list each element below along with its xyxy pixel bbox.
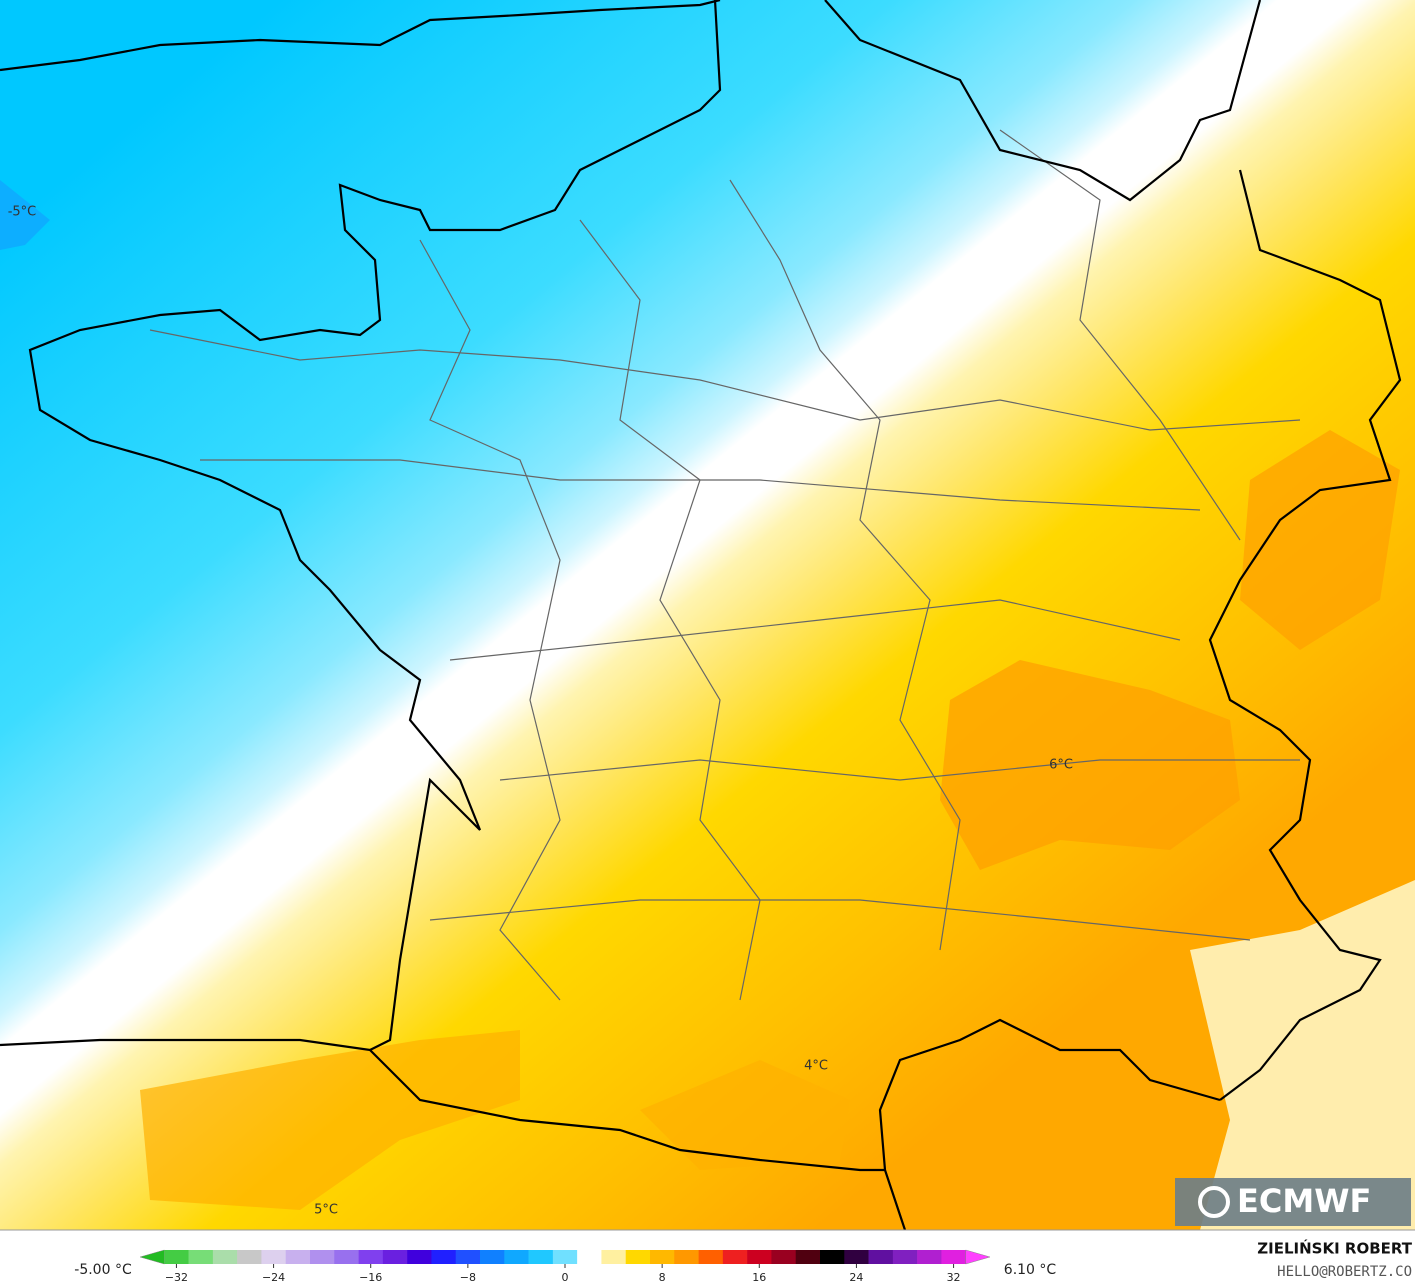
colorbar-tick-label: −24 bbox=[262, 1271, 285, 1284]
colorbar-segment bbox=[285, 1250, 311, 1264]
colorbar-segment bbox=[650, 1250, 675, 1264]
colorbar-tick-label: 32 bbox=[947, 1271, 961, 1284]
colorbar-segment bbox=[552, 1250, 578, 1264]
max-label: 6.10 °C bbox=[1004, 1262, 1057, 1278]
colorbar-segment bbox=[674, 1250, 699, 1264]
colorbar-segment bbox=[310, 1250, 335, 1264]
colorbar-segment bbox=[892, 1250, 918, 1264]
colorbar-segment bbox=[698, 1250, 724, 1264]
colorbar-extension bbox=[965, 1249, 991, 1265]
temperature-field bbox=[0, 0, 1415, 1230]
colorbar-segment bbox=[504, 1250, 529, 1264]
colorbar-segment bbox=[868, 1250, 894, 1264]
colorbar-segment bbox=[237, 1250, 262, 1264]
colorbar-segment bbox=[188, 1250, 214, 1264]
colorbar-segment bbox=[455, 1250, 481, 1264]
colorbar-segment bbox=[431, 1250, 457, 1264]
colorbar-segment bbox=[795, 1250, 821, 1264]
credit-author: ZIELIŃSKI ROBERT bbox=[1257, 1239, 1412, 1258]
colorbar-tick-label: 8 bbox=[659, 1271, 666, 1284]
logo-box bbox=[1175, 1178, 1411, 1226]
colorbar-segment bbox=[407, 1250, 432, 1264]
colorbar-segment bbox=[334, 1250, 359, 1264]
warm-patch bbox=[940, 660, 1240, 870]
cold-patch bbox=[0, 180, 50, 250]
contour-label: 4°C bbox=[804, 1059, 828, 1074]
warm-patch bbox=[140, 1030, 520, 1210]
colorbar-segment bbox=[844, 1250, 869, 1264]
colorbar-segment bbox=[480, 1250, 505, 1264]
colorbar-tick-label: −32 bbox=[165, 1271, 188, 1284]
colorbar-segment bbox=[261, 1250, 287, 1264]
logo-icon bbox=[1198, 1186, 1230, 1218]
colorbar-segment bbox=[771, 1250, 797, 1264]
colorbar: -5.00 °C 6.10 °C −32 −24 −16 −8 0 8 16 24 32 bbox=[74, 1249, 1057, 1284]
cool-patch bbox=[1190, 880, 1415, 1230]
colorbar-segment bbox=[212, 1250, 238, 1264]
contour-label: 5°C bbox=[314, 1203, 338, 1218]
colorbar-segment bbox=[528, 1250, 554, 1264]
colorbar-segment bbox=[941, 1250, 967, 1264]
coastline bbox=[0, 0, 1402, 1231]
colorbar-segment bbox=[722, 1250, 748, 1264]
logo-text: ECMWF bbox=[1237, 1182, 1371, 1220]
colorbar-segment bbox=[747, 1250, 772, 1264]
warm-patch bbox=[640, 1060, 850, 1170]
colorbar-segment bbox=[917, 1250, 942, 1264]
colorbar-segment bbox=[382, 1250, 408, 1264]
colorbar-segment bbox=[577, 1250, 602, 1264]
min-label: -5.00 °C bbox=[74, 1262, 132, 1278]
colorbar-segment bbox=[601, 1250, 627, 1264]
credit-contact: HELLO@ROBERTZ.CO bbox=[1277, 1264, 1412, 1280]
colorbar-tick-label: −8 bbox=[460, 1271, 476, 1284]
colorbar-segment bbox=[358, 1250, 384, 1264]
colorbar-segment bbox=[625, 1250, 651, 1264]
contour-label: 6°C bbox=[1049, 758, 1073, 773]
colorbar-segment bbox=[164, 1250, 189, 1264]
colorbar-segment bbox=[820, 1250, 845, 1264]
borders bbox=[149, 129, 1301, 1001]
colorbar-tick-label: 0 bbox=[562, 1271, 569, 1284]
colorbar-tick-label: 16 bbox=[752, 1271, 766, 1284]
colorbar-extension bbox=[139, 1249, 165, 1265]
contour-label: -5°C bbox=[8, 205, 37, 220]
colorbar-tick-label: −16 bbox=[359, 1271, 382, 1284]
colorbar-tick-label: 24 bbox=[849, 1271, 863, 1284]
map: -5°C 6°C 4°C 5°C ECMWF bbox=[0, 0, 1415, 1231]
